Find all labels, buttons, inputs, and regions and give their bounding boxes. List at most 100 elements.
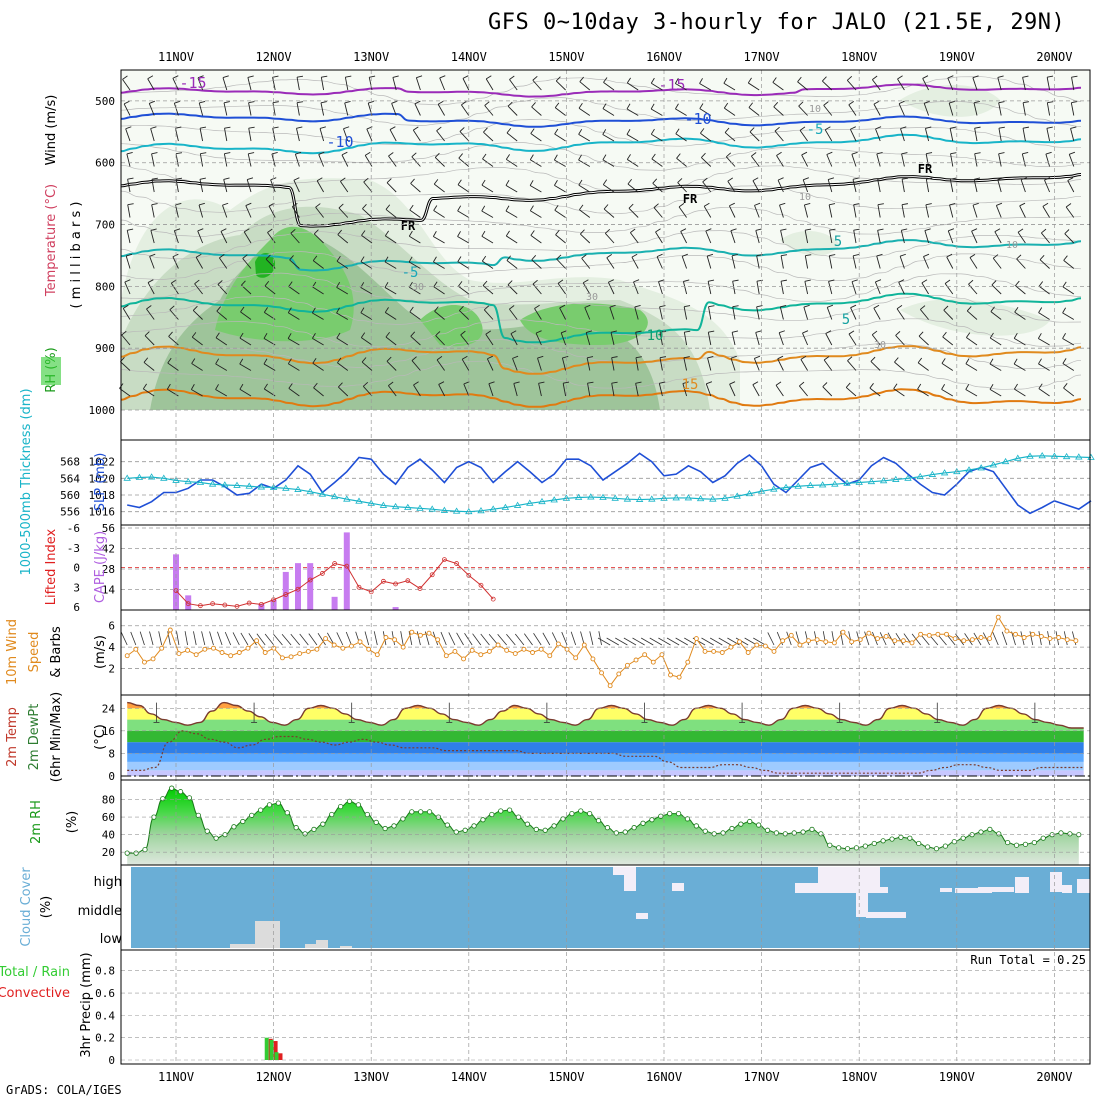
wind-barb-flag bbox=[732, 279, 739, 282]
wind-barb bbox=[411, 156, 421, 167]
wind-barb bbox=[1038, 312, 1050, 320]
wind-barb bbox=[634, 306, 639, 320]
wind-barb bbox=[823, 105, 833, 116]
wind-barb-flag bbox=[147, 279, 154, 283]
panel-frame-slp bbox=[120, 439, 1091, 526]
rh-marker bbox=[862, 843, 868, 849]
thickness-marker bbox=[940, 469, 949, 476]
wind-barb-flag bbox=[555, 76, 561, 82]
wind-barb bbox=[312, 260, 324, 269]
surface-wind-barb bbox=[120, 632, 128, 646]
wind-barb-flag bbox=[532, 75, 538, 81]
temp-ytick: 8 bbox=[108, 747, 115, 760]
temp-bands bbox=[127, 702, 1084, 776]
wind-barb bbox=[272, 102, 276, 116]
wind-speed-marker bbox=[926, 632, 932, 638]
wind-barb-flag bbox=[1069, 151, 1076, 155]
wind-barb-flag bbox=[481, 179, 486, 186]
wind-barb-flag bbox=[408, 256, 413, 263]
wind-barb bbox=[825, 333, 833, 346]
wind-barb bbox=[318, 154, 325, 167]
rh-marker bbox=[978, 829, 984, 835]
li-marker bbox=[490, 596, 496, 602]
wind-barb bbox=[604, 233, 615, 244]
wind-barb bbox=[702, 181, 712, 193]
thickness-marker bbox=[306, 487, 314, 495]
wind-barb bbox=[388, 385, 397, 397]
cape-bar bbox=[295, 563, 301, 610]
wind-barb bbox=[408, 261, 421, 269]
wind-barb-flag bbox=[853, 254, 860, 257]
wind-barb-flag bbox=[803, 304, 810, 308]
wind-barb-flag bbox=[293, 177, 300, 181]
thickness-marker bbox=[526, 499, 534, 506]
wind-barb bbox=[1015, 285, 1026, 295]
wind-barb-flag bbox=[779, 330, 785, 334]
wind-barb bbox=[974, 153, 978, 167]
wind-barb-flag bbox=[847, 356, 853, 362]
wind-barb-flag bbox=[611, 356, 618, 359]
wind-barb bbox=[748, 107, 760, 116]
rh-marker bbox=[169, 785, 175, 791]
wind-barb-flag bbox=[561, 330, 567, 334]
thickness-marker bbox=[696, 494, 705, 502]
date-label-top: 12NOV bbox=[256, 50, 292, 64]
wind-barb-flag bbox=[732, 330, 739, 333]
li-marker bbox=[393, 581, 399, 587]
wind-barb bbox=[901, 204, 905, 218]
wind-barb bbox=[288, 363, 300, 371]
wind-barb-flag bbox=[1038, 281, 1044, 287]
thickness-marker bbox=[672, 494, 680, 501]
wind-barb bbox=[438, 384, 446, 397]
thickness-marker bbox=[721, 494, 729, 501]
wind-barb-flag bbox=[965, 384, 970, 390]
wind-barb-flag bbox=[989, 332, 994, 339]
surface-wind-barb bbox=[561, 631, 568, 646]
wind-barb bbox=[874, 281, 881, 295]
wind-barb-flag bbox=[918, 331, 924, 337]
wind-barb bbox=[920, 309, 929, 320]
wind-barb bbox=[755, 332, 760, 346]
wind-barb bbox=[411, 360, 421, 371]
temp-ylabel: (6hr Min/Max) bbox=[49, 692, 64, 782]
wind-barb bbox=[918, 335, 929, 346]
wind-barb bbox=[949, 179, 954, 193]
surface-wind-barb bbox=[149, 631, 154, 646]
wind-barb-flag bbox=[1038, 307, 1043, 313]
wind-barb bbox=[898, 103, 905, 116]
wind-barb-flag bbox=[676, 153, 681, 159]
wind-barb bbox=[461, 104, 470, 116]
wind-barb-flag bbox=[146, 305, 152, 310]
wind-barb-flag bbox=[651, 153, 656, 160]
wind-barb bbox=[435, 335, 445, 346]
wind-speed-marker bbox=[185, 647, 191, 653]
rh-marker bbox=[471, 823, 477, 829]
wind-barb-flag bbox=[1013, 383, 1018, 390]
date-label-top: 13NOV bbox=[353, 50, 389, 64]
rh-marker bbox=[462, 827, 468, 833]
wind-barb-flag bbox=[338, 203, 344, 209]
wind-barb bbox=[900, 128, 905, 142]
wind-barb bbox=[607, 282, 615, 295]
cloud-cell bbox=[940, 888, 952, 892]
isotherm-minus10 bbox=[120, 112, 1082, 128]
wind-barb bbox=[941, 389, 954, 397]
rh-marker bbox=[489, 811, 495, 818]
wind-barb bbox=[343, 128, 349, 142]
wind-barb bbox=[651, 82, 663, 91]
wind-barb-flag bbox=[384, 256, 389, 263]
wind-barb bbox=[458, 285, 470, 295]
cloud-cell bbox=[613, 867, 625, 875]
wind-barb-flag bbox=[578, 102, 583, 109]
wind-speed-marker bbox=[1004, 628, 1010, 634]
wind-barb bbox=[997, 77, 1002, 91]
wind-barb-flag bbox=[222, 202, 229, 206]
wind-barb bbox=[652, 182, 663, 193]
cape-bar bbox=[258, 604, 265, 610]
upper-air-ytick: 800 bbox=[95, 280, 115, 293]
wind-barb-flag bbox=[1064, 229, 1070, 234]
wind-speed-marker bbox=[383, 635, 389, 640]
wind-barb bbox=[853, 204, 857, 218]
wind-barb-flag bbox=[506, 255, 511, 261]
wind-barb-flag bbox=[800, 355, 807, 360]
